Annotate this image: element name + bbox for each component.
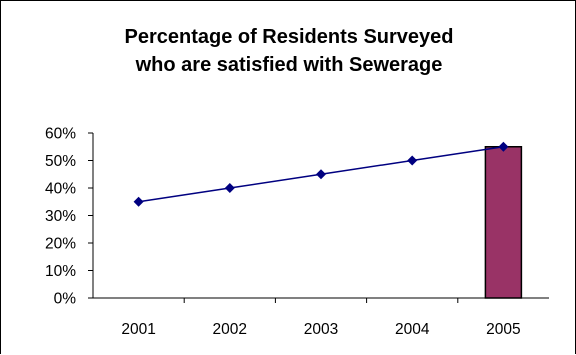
x-tick-label: 2002	[213, 321, 247, 338]
x-tick-label: 2004	[395, 321, 430, 338]
y-tick-label: 20%	[45, 236, 76, 253]
x-tick-label: 2001	[121, 321, 155, 338]
chart-title-line-1: Percentage of Residents Surveyed	[124, 26, 454, 48]
y-tick-label: 10%	[45, 263, 76, 280]
y-tick-label: 40%	[45, 181, 76, 198]
data-point-2002	[224, 183, 235, 193]
data-point-2003	[316, 169, 326, 180]
x-tick-label: 2003	[304, 321, 338, 338]
bar-2005	[484, 146, 523, 299]
y-tick-label: 50%	[45, 153, 76, 170]
data-point-2005	[498, 141, 509, 152]
y-tick-label: 60%	[45, 126, 76, 143]
x-tick-label: 2005	[486, 321, 520, 338]
chart-title-line-2: who are satisfied with Sewerage	[135, 54, 443, 76]
chart-title: Percentage of Residents Surveyed who are…	[1, 23, 576, 79]
y-tick-label: 0%	[54, 291, 77, 308]
y-tick-label: 30%	[45, 208, 76, 225]
data-point-2004	[407, 155, 418, 166]
data-point-2001	[133, 196, 144, 207]
